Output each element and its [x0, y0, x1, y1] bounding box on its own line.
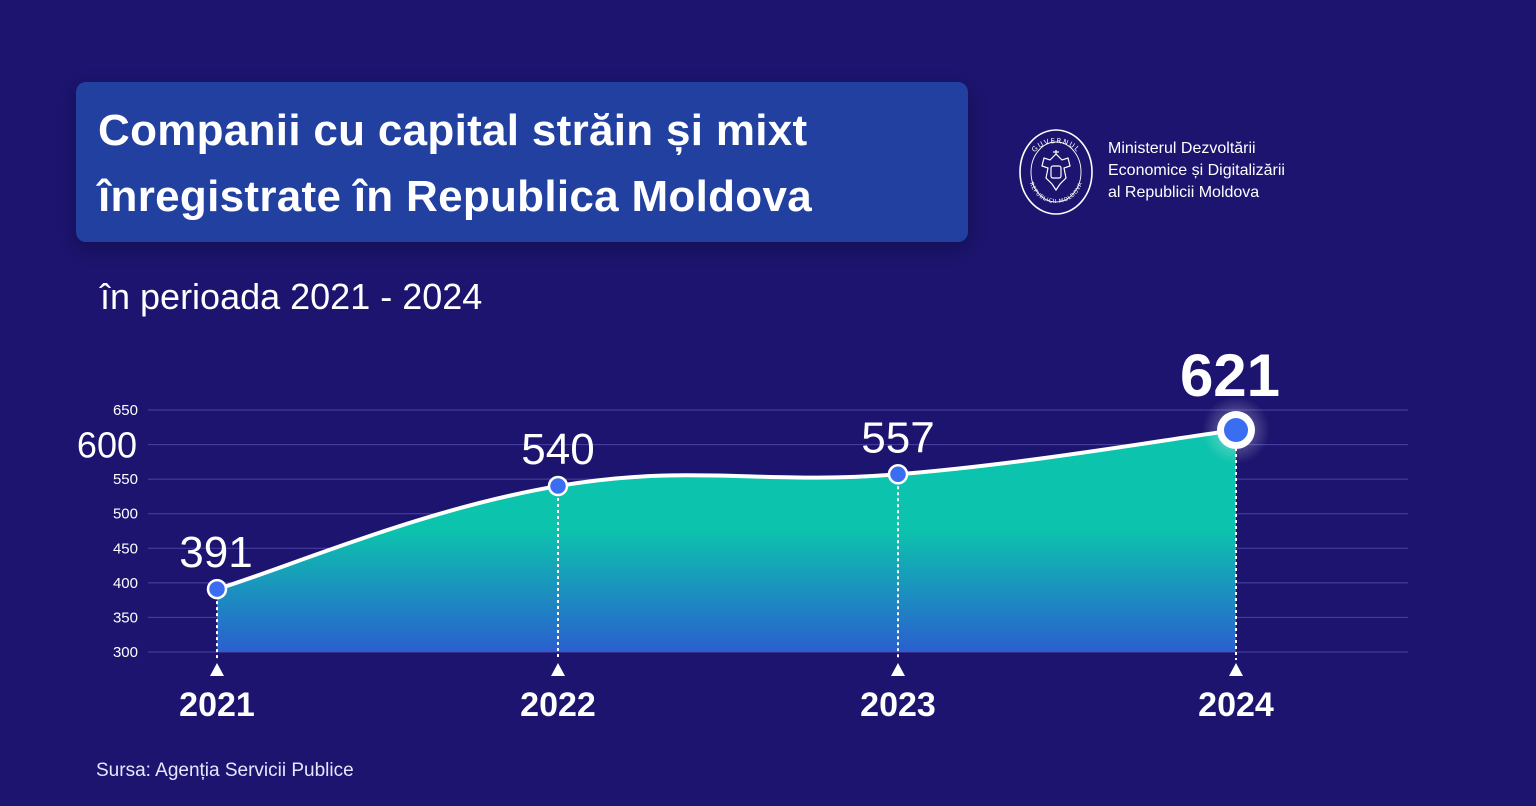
axis-marker-2023 [891, 663, 905, 676]
y-tick-label-500: 500 [113, 506, 138, 523]
chart-subtitle: în perioada 2021 - 2024 [100, 276, 483, 317]
y-tick-label-350: 350 [113, 609, 138, 626]
data-point-2022 [547, 475, 569, 497]
data-label-2024: 621 [1180, 342, 1280, 409]
ministry-name-line-3: al Republicii Moldova [1108, 184, 1260, 201]
x-tick-label-2021: 2021 [179, 686, 255, 724]
ministry-logo: GUVERNUL REPUBLICII MOLDOVA Ministerul D… [1018, 128, 1338, 218]
data-point-2021 [206, 578, 228, 600]
chart-title-line-1: Companii cu capital străin și mixt [98, 106, 808, 155]
title-box: Companii cu capital străin și mixt înreg… [76, 82, 968, 242]
data-label-2022: 540 [521, 425, 594, 474]
chart-title-line-2: înregistrate în Republica Moldova [98, 172, 813, 221]
x-tick-label-2024: 2024 [1198, 686, 1274, 724]
data-point-2024 [1224, 418, 1248, 443]
data-point-2023 [887, 464, 909, 485]
axis-marker-2022 [551, 663, 565, 676]
ministry-name-line-2: Economice și Digitalizării [1108, 162, 1285, 179]
source-note: Sursa: Agenția Servicii Publice [96, 760, 354, 781]
x-tick-label-2022: 2022 [520, 686, 596, 724]
axis-marker-2021 [210, 663, 224, 676]
y-tick-label-400: 400 [113, 575, 138, 592]
axis-marker-2024 [1229, 663, 1243, 676]
y-tick-label-300: 300 [113, 644, 138, 661]
y-tick-label-450: 450 [113, 540, 138, 557]
y-tick-label-550: 550 [113, 471, 138, 488]
data-label-2021: 391 [179, 528, 252, 577]
y-tick-label-650: 650 [113, 402, 138, 419]
x-tick-label-2023: 2023 [860, 686, 936, 724]
moldova-government-seal-icon: GUVERNUL REPUBLICII MOLDOVA [1019, 129, 1093, 215]
data-label-2023: 557 [861, 413, 934, 462]
ministry-name-line-1: Ministerul Dezvoltării [1108, 140, 1256, 157]
area-fill [217, 430, 1236, 652]
series-line [215, 428, 1238, 592]
y-tick-label-600: 600 [77, 425, 137, 466]
